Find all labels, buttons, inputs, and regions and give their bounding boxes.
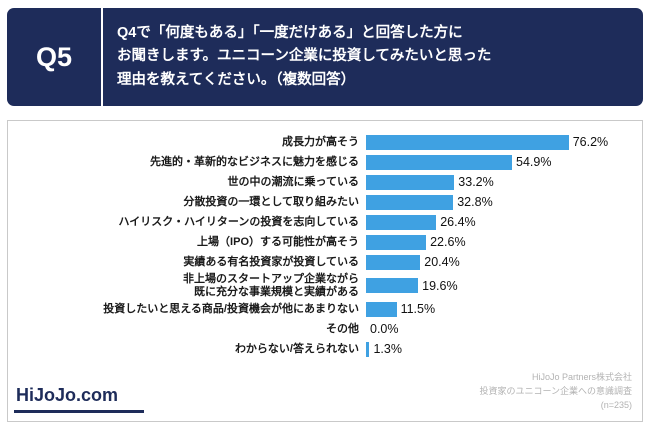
bar [366, 254, 421, 270]
bar-category-label: 投資したいと思える商品/投資機会が他にあまりない [103, 302, 359, 315]
bar [366, 341, 370, 357]
bar-track: 1.3% [366, 341, 632, 357]
source-attribution: HiJoJo Partners株式会社 投資家のユニコーン企業への意識調査 (n… [479, 372, 632, 411]
bar-row: 分散投資の一環として取り組みたい 32.8% [14, 193, 632, 211]
bar-value-label: 54.9% [516, 155, 552, 169]
question-header: Q5 Q4で「何度もある」「一度だけある」と回答した方に お聞きします。ユニコー… [7, 8, 643, 106]
bar-row: 非上場のスタートアップ企業ながら 既に充分な事業規模と実績がある 19.6% [14, 273, 632, 298]
bar-track: 26.4% [366, 214, 632, 230]
bar-rows: 成長力が高そう 76.2% 先進的・革新的なビジネスに魅力を感じる 54.9% … [14, 133, 632, 367]
bar-row: 成長力が高そう 76.2% [14, 133, 632, 151]
bar-category-label: 分散投資の一環として取り組みたい [183, 195, 359, 208]
header-divider [101, 8, 103, 106]
bar-row: 実績ある有名投資家が投資している 20.4% [14, 253, 632, 271]
bar-value-label: 20.4% [424, 255, 460, 269]
hijojo-logo: HiJoJo.com [14, 385, 145, 413]
bar-track: 22.6% [366, 234, 632, 250]
question-number-badge: Q5 [35, 41, 73, 72]
bar-category-label: 非上場のスタートアップ企業ながら 既に充分な事業規模と実績がある [183, 273, 359, 298]
bar-value-label: 22.6% [430, 235, 466, 249]
bar-category-label: その他 [326, 322, 359, 335]
bar-track: 76.2% [366, 134, 632, 150]
bar-category-label: 世の中の潮流に乗っている [227, 175, 359, 188]
bar [366, 194, 454, 210]
bar-category-label: 上場（IPO）する可能性が高そう [197, 235, 359, 248]
bar-track: 20.4% [366, 254, 632, 270]
bar [366, 134, 569, 150]
bar-row: 投資したいと思える商品/投資機会が他にあまりない 11.5% [14, 300, 632, 318]
question-text: Q4で「何度もある」「一度だけある」と回答した方に お聞きします。ユニコーン企業… [117, 24, 492, 88]
bar-row: 世の中の潮流に乗っている 33.2% [14, 173, 632, 191]
bar-value-label: 32.8% [457, 195, 493, 209]
bar-track: 33.2% [366, 174, 632, 190]
bar-track: 0.0% [366, 322, 632, 337]
bar-value-label: 76.2% [572, 135, 609, 149]
bar-category-label: 実績ある有名投資家が投資している [183, 255, 359, 268]
bar-track: 11.5% [366, 301, 632, 317]
bar-row: その他 0.0% [14, 320, 632, 338]
bar-value-label: 11.5% [400, 302, 436, 317]
bar-category-label: わからない/答えられない [234, 342, 359, 355]
chart-footer: HiJoJo.com HiJoJo Partners株式会社 投資家のユニコーン… [14, 371, 632, 413]
bar-value-label: 33.2% [458, 175, 494, 189]
bar-value-label: 19.6% [422, 278, 458, 293]
bar-track: 32.8% [366, 194, 632, 210]
bar [366, 301, 397, 317]
bar [366, 174, 455, 190]
bar-value-label: 26.4% [440, 215, 476, 229]
bar-row: わからない/答えられない 1.3% [14, 340, 632, 358]
bar-category-label: 成長力が高そう [282, 135, 359, 148]
bar-row: 先進的・革新的なビジネスに魅力を感じる 54.9% [14, 153, 632, 171]
bar-track: 54.9% [366, 154, 632, 170]
bar [366, 278, 419, 294]
bar-row: 上場（IPO）する可能性が高そう 22.6% [14, 233, 632, 251]
bar-category-label: ハイリスク・ハイリターンの投資を志向している [118, 215, 359, 228]
bar [366, 214, 437, 230]
bar [366, 234, 427, 250]
bar-value-label: 1.3% [373, 342, 402, 357]
bar-category-label: 先進的・革新的なビジネスに魅力を感じる [150, 155, 359, 168]
bar-chart: 成長力が高そう 76.2% 先進的・革新的なビジネスに魅力を感じる 54.9% … [7, 120, 643, 422]
bar-track: 19.6% [366, 278, 632, 294]
bar-row: ハイリスク・ハイリターンの投資を志向している 26.4% [14, 213, 632, 231]
bar-value-label: 0.0% [370, 322, 399, 337]
bar [366, 154, 513, 170]
